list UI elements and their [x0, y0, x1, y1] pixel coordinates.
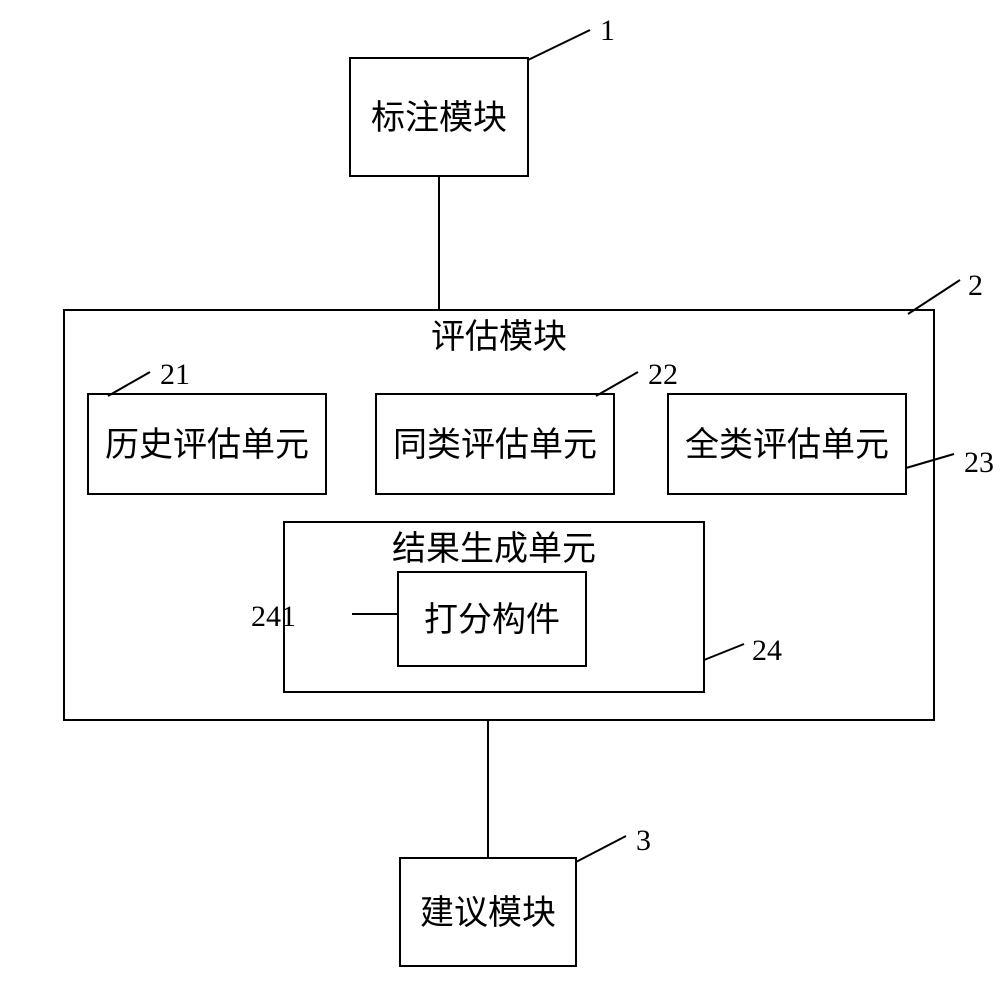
result-unit-label: 结果生成单元 — [392, 530, 596, 568]
scoring-component-number: 241 — [251, 600, 296, 633]
suggestion-module-label: 建议模块 — [420, 894, 556, 932]
suggestion-module-box: 建议模块 3 — [400, 824, 651, 966]
similar-unit-number: 22 — [648, 358, 678, 391]
all-unit-box: 全类评估单元 23 — [668, 394, 994, 494]
suggestion-module-number: 3 — [636, 824, 651, 857]
all-unit-number: 23 — [964, 446, 994, 479]
scoring-component-label: 打分构件 — [424, 601, 560, 639]
result-unit-number: 24 — [752, 634, 782, 667]
annotation-module-box: 标注模块 1 — [350, 14, 615, 176]
annotation-module-number: 1 — [600, 14, 615, 47]
evaluation-module-label: 评估模块 — [431, 318, 567, 356]
similar-unit-label: 同类评估单元 — [393, 426, 597, 464]
annotation-module-label: 标注模块 — [371, 99, 507, 137]
evaluation-module-number: 2 — [968, 269, 983, 302]
diagram-canvas: 评估模块 2 标注模块 1 历史评估单元 21 同类评估单元 22 全类评估单元… — [0, 0, 1000, 993]
all-unit-label: 全类评估单元 — [685, 426, 889, 464]
history-unit-number: 21 — [160, 358, 190, 391]
history-unit-label: 历史评估单元 — [105, 426, 309, 464]
